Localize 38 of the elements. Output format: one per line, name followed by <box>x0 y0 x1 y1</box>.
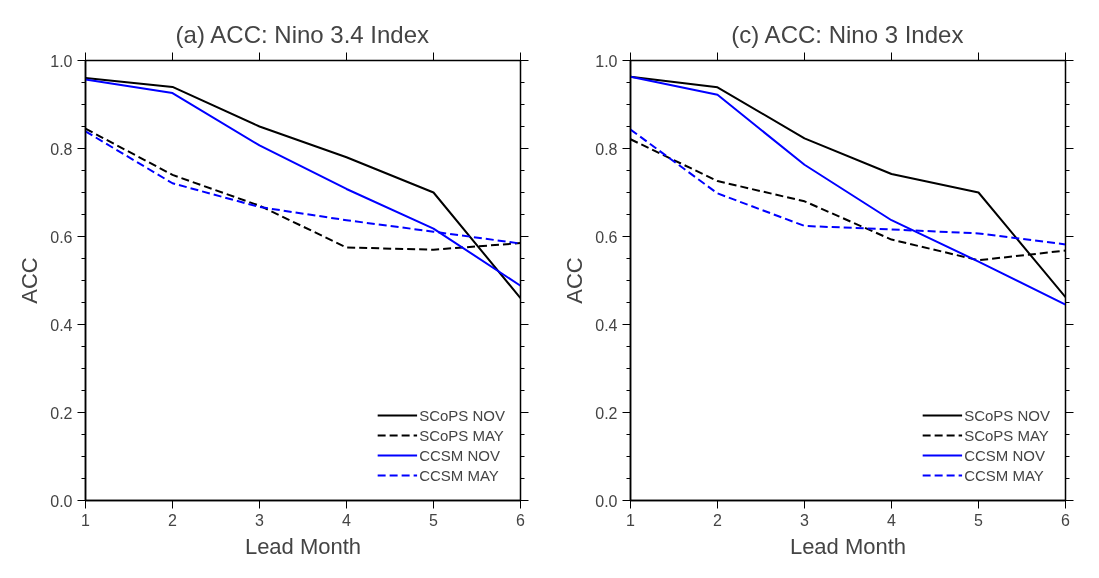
legend-label: CCSM MAY <box>419 466 499 484</box>
y-tick-label: 0.8 <box>50 140 73 158</box>
y-tick-label: 0.4 <box>595 316 618 334</box>
y-tick-label: 1.0 <box>595 52 618 70</box>
x-tick-label: 2 <box>713 511 723 529</box>
y-tick-label: 0.8 <box>595 140 618 158</box>
x-tick-label: 5 <box>974 511 984 529</box>
x-tick-label: 1 <box>81 511 91 529</box>
y-tick-label: 0.6 <box>595 228 618 246</box>
y-axis-title: ACC <box>562 257 588 304</box>
x-tick-label: 3 <box>255 511 265 529</box>
x-tick-label: 3 <box>800 511 810 529</box>
x-axis-title: Lead Month <box>789 533 907 559</box>
y-tick-label: 0.2 <box>50 404 73 422</box>
y-tick-label: 0.2 <box>595 404 618 422</box>
x-tick-label: 5 <box>429 511 439 529</box>
legend-label: CCSM MAY <box>964 466 1044 484</box>
y-tick-label: 0.4 <box>50 316 73 334</box>
x-tick-label: 4 <box>342 511 352 529</box>
y-tick-label: 0.0 <box>595 492 618 510</box>
legend-label: SCoPS MAY <box>964 426 1049 444</box>
legend-label: SCoPS NOV <box>419 406 505 424</box>
x-tick-label: 4 <box>887 511 897 529</box>
legend-label: CCSM NOV <box>419 446 500 464</box>
x-axis-title: Lead Month <box>244 533 362 559</box>
y-tick-label: 0.0 <box>50 492 73 510</box>
legend-label: SCoPS MAY <box>419 426 504 444</box>
y-axis-title: ACC <box>17 257 43 304</box>
y-tick-label: 0.6 <box>50 228 73 246</box>
x-tick-label: 2 <box>168 511 178 529</box>
y-tick-label: 1.0 <box>50 52 73 70</box>
chart-title: (c) ACC: Nino 3 Index <box>731 20 964 48</box>
chart-title: (a) ACC: Nino 3.4 Index <box>175 20 430 48</box>
x-tick-label: 6 <box>1061 511 1071 529</box>
x-tick-label: 1 <box>626 511 636 529</box>
legend-label: SCoPS NOV <box>964 406 1050 424</box>
x-tick-label: 6 <box>516 511 526 529</box>
legend-label: CCSM NOV <box>964 446 1045 464</box>
